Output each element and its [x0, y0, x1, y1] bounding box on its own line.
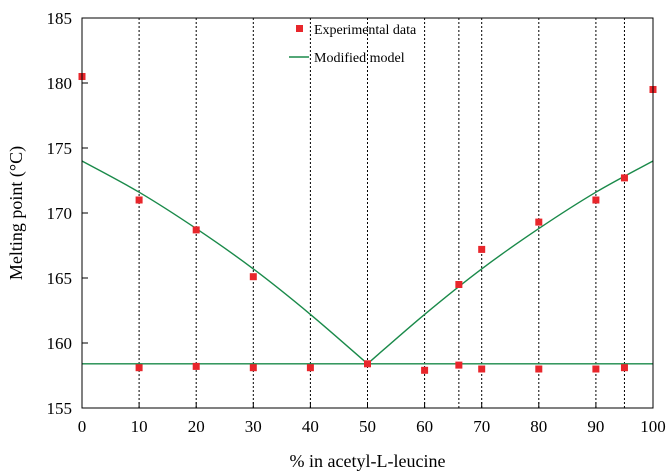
axis-ticks: 0 10 20 30 40 50 60 70 80 90 100 155 160 165 170 175 180… [47, 9, 666, 436]
y-tick-label-185: 185 [47, 9, 73, 28]
plot-frame [81, 17, 654, 409]
y-tick-label-175: 175 [47, 139, 73, 158]
data-point-19 [592, 365, 600, 373]
x-tick-label-20: 20 [188, 417, 205, 436]
data-point-12 [192, 362, 200, 370]
data-point-18 [535, 365, 543, 373]
data-point-1 [135, 196, 143, 204]
data-point-4 [364, 360, 371, 368]
legend: Experimental data Modified model [289, 23, 417, 66]
data-point-14 [306, 364, 314, 372]
data-point-9 [620, 174, 628, 182]
model-line-segment-1 [367, 160, 654, 365]
y-tick-label-165: 165 [47, 269, 73, 288]
y-axis-title: Melting point (°C) [6, 146, 27, 280]
x-tick-label-0: 0 [78, 417, 87, 436]
y-tick-label-180: 180 [47, 74, 73, 93]
x-axis-title: % in acetyl-L-leucine [290, 451, 446, 471]
data-point-3 [249, 273, 257, 281]
x-tick-label-30: 30 [245, 417, 262, 436]
y-tick-label-155: 155 [47, 399, 73, 418]
legend-marker-experimental [296, 25, 303, 32]
data-point-15 [421, 366, 429, 374]
x-tick-label-100: 100 [640, 417, 666, 436]
model-line-segment-0 [81, 160, 368, 365]
data-point-7 [535, 218, 543, 226]
data-point-2 [192, 226, 200, 234]
legend-label-model: Modified model [314, 51, 405, 66]
x-tick-label-50: 50 [359, 417, 376, 436]
x-tick-label-10: 10 [131, 417, 148, 436]
data-point-8 [592, 196, 600, 204]
x-tick-label-80: 80 [530, 417, 547, 436]
y-tick-label-170: 170 [47, 204, 73, 223]
data-point-20 [620, 364, 628, 372]
data-point-5 [455, 281, 463, 288]
data-point-16 [455, 361, 463, 369]
data-point-13 [249, 364, 257, 372]
x-tick-label-60: 60 [416, 417, 433, 436]
data-point-11 [135, 364, 143, 372]
gridlines [138, 18, 625, 408]
y-tick-label-160: 160 [47, 334, 73, 353]
x-tick-label-90: 90 [587, 417, 604, 436]
data-point-17 [478, 365, 486, 373]
data-point-6 [478, 245, 486, 253]
x-tick-label-70: 70 [473, 417, 490, 436]
x-tick-label-40: 40 [302, 417, 319, 436]
legend-label-experimental: Experimental data [314, 23, 417, 38]
